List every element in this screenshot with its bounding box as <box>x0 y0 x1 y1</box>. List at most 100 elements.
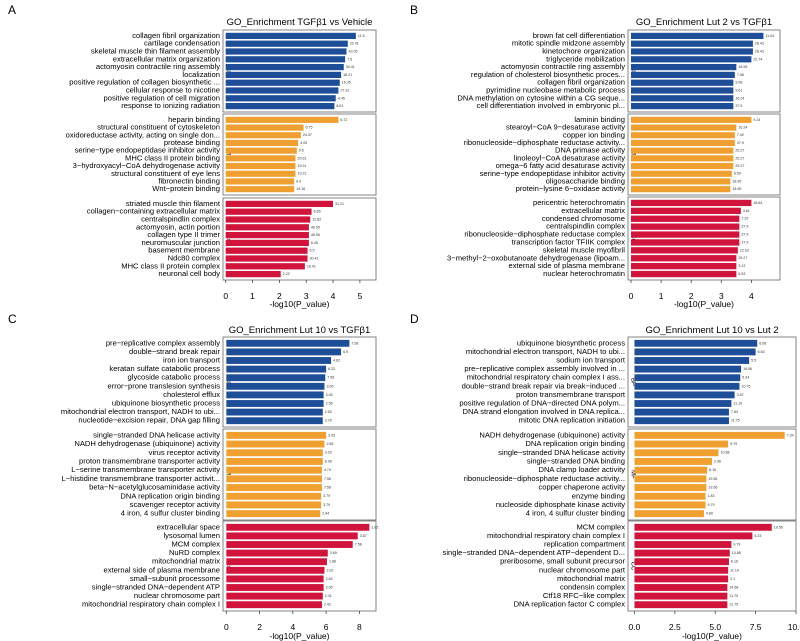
panel-c-bp-bar-note: 3.79 <box>325 419 332 423</box>
panel-d-mf-bar-note: 9.79 <box>730 442 737 446</box>
panel-d-bp-bar-note: 3.87 <box>737 393 744 397</box>
panel-a-mf-bar <box>225 186 295 193</box>
panel-c-mf-bar <box>226 475 322 483</box>
panel-a-mf-bar-note: 20.61 <box>297 156 306 160</box>
panel-c-mf-bar <box>226 466 322 474</box>
panel-d-bp-category-label: BP <box>629 378 635 386</box>
panel-b-bp-term-label: triglyceride mobilization <box>546 54 625 63</box>
panel-d-cc-bar-note: 11.19 <box>730 568 739 572</box>
panel-b-bp-bar-note: 11.04 <box>765 34 774 38</box>
panel-b-mf-bar-note: 37.9 <box>737 141 744 145</box>
panel-a-bp-bar-note: 18.21 <box>343 73 352 77</box>
panel-b-mf-term-label: stearoyl−CoA 9−desaturase activity <box>506 123 625 132</box>
panel-b-mf-group-box <box>627 113 781 196</box>
panel-a-mf-bar-note: 24.37 <box>303 133 312 137</box>
panel-a-mf-bar-note: 19.21 <box>297 164 306 168</box>
panel-a-bp-term-label: positive regulation of collagen biosynth… <box>69 78 220 87</box>
panel-a-bp-bar-note: 27.31 <box>340 88 349 92</box>
panel-a-mf-bar <box>225 162 296 170</box>
panel-b-mf-bar <box>631 147 734 154</box>
panel-a-cc-term-label: basement membrane <box>148 246 220 255</box>
panel-a-mf-bar <box>225 147 297 154</box>
panel-b-mf-bar-note: 18.95 <box>732 179 741 183</box>
panel-b-cc-bar-note: 3.61 <box>743 209 750 213</box>
panel-b-mf-bar <box>631 132 735 139</box>
panel-c-mf-bar <box>226 431 327 439</box>
panel-b-cc-term-label: skeletal muscle myofibril <box>543 245 626 254</box>
panel-a-bp-term-label: extracellular matrix organization <box>113 54 220 63</box>
panel-b-mf-bar <box>631 162 734 170</box>
panel-d-mf-term-label: NADH dehydrogenase (ubiquinone) activity <box>479 430 625 439</box>
panel-c-cc-term-label: extracellular space <box>157 522 220 531</box>
panel-b-cc-term-label: transcription factor TFIIK complex <box>512 237 626 246</box>
panel-c-bp-group-box <box>222 336 377 428</box>
panel-b-x-tick-label: 1 <box>659 291 664 301</box>
panel-d-cc-term-label: mitochondrial matrix <box>557 574 625 583</box>
panel-b-mf-bar <box>631 116 752 123</box>
panel-d-cc-bar <box>634 541 732 548</box>
panel-a-x-tick-label: 4 <box>331 291 336 301</box>
panel-c-cc-bar <box>226 532 358 540</box>
panel-c-bp-bar-note: 7.58 <box>351 341 358 345</box>
panel-d-cc-term-label: mitochondrial respiratory chain complex … <box>487 531 625 540</box>
panel-a-bp-bar <box>225 79 340 86</box>
panel-c-mf-bar-note: 3.79 <box>323 494 330 498</box>
panel-c-cc-term-label: mitochondrial matrix <box>152 557 220 566</box>
panel-b-cc-bar <box>631 239 740 246</box>
panel-c-mf-bar-note: 3.03 <box>325 451 332 455</box>
panel-b-cc-bar-note: 12.63 <box>740 248 749 252</box>
panel-a-mf-bar <box>225 139 299 147</box>
panel-a-bp-term-label: skeletal muscle thin filament assembly <box>91 47 220 56</box>
panel-b-bp-category-label: BP <box>629 67 635 75</box>
panel-d-bp-bar-note: 11.19 <box>733 401 742 405</box>
panel-a-bp-term-label: collagen fibril organization <box>132 31 220 40</box>
panel-c-mf-term-label: DNA replication origin binding <box>120 491 220 500</box>
panel-c-cc-group-box <box>222 520 377 612</box>
panel-c-mf-group-box <box>222 428 377 521</box>
panel-a-cc-term-label: actomyosin, actin portion <box>136 222 220 231</box>
panel-c-cc-bar-note: 2.41 <box>325 594 332 598</box>
panel-b-cc-bar-note: 7.29 <box>741 217 748 221</box>
panel-c-bp-term-label: iron ion transport <box>163 356 221 365</box>
panel-c-bp-bar-note: 3.05 <box>326 384 333 388</box>
panel-b-mf-bar <box>631 186 731 193</box>
panel-c-mf-bar <box>226 492 322 500</box>
panel-a-cc-bar-note: 46.55 <box>311 233 320 237</box>
panel-b-mf-term-label: ribonucleoside−diphosphate reductase act… <box>464 138 625 147</box>
panel-d-bp-bar <box>634 339 758 347</box>
panel-a-cc-term-label: centralspindlin complex <box>141 215 220 224</box>
panel-b-cc-term-label: ribonucleoside−diphosphate reductase com… <box>464 230 625 239</box>
panel-c-cc-bar <box>226 601 322 609</box>
panel-b-bp-bar <box>631 63 737 71</box>
panel-d-cc-bar-note: 2.1 <box>730 577 735 581</box>
panel-d-cc-bar <box>634 549 730 557</box>
panel-c-bp-bar-note: 3.05 <box>326 393 333 397</box>
panel-b-bp-term-label: pyrimidine nucleobase metabolic process <box>486 86 625 95</box>
panel-d-cc-bar-note: 11.75 <box>729 594 738 598</box>
panel-a-cc-term-label: neuromuscular junction <box>141 238 220 247</box>
panel-c-mf-term-label: single−stranded DNA helicase activity <box>93 430 220 439</box>
panel-a-cc-bar <box>225 255 308 262</box>
panel-b-mf-bar <box>631 155 734 162</box>
panel-a-mf-term-label: structural constituent of eye lens <box>111 169 220 178</box>
panel-d-cc-term-label: replication compartment <box>544 540 626 549</box>
panel-d-cc-group-box <box>627 520 797 612</box>
panel-b-cc-bar <box>631 270 737 278</box>
panel-b-bp-bar <box>631 56 752 63</box>
panel-b-cc-bar <box>631 223 740 230</box>
panel-d-mf-bar-note: 2.96 <box>714 459 721 463</box>
panel-c-bp-term-label: nucleotide−excision repair, DNA gap fill… <box>78 416 220 425</box>
panel-d-cc-bar <box>634 575 729 583</box>
panel-c-bp-bar <box>226 382 325 390</box>
panel-c-cc-bar <box>226 575 324 583</box>
panel-a-cc-bar <box>225 263 305 270</box>
panel-b-cc-bar-note: 3.13 <box>738 264 745 268</box>
panel-d-cc-bar <box>634 584 728 591</box>
panel-a-letter: A <box>8 3 16 17</box>
panel-b-bp-term-label: kinetochore organization <box>542 47 625 56</box>
panel-d-mf-bar <box>634 440 729 448</box>
panel-c-bp-bar-note: 6.32 <box>328 367 335 371</box>
panel-a-mf-bar <box>225 124 304 131</box>
panel-d-cc-term-label: preribosome, small subunit precursor <box>500 557 625 566</box>
panel-a-bp-bar-note: 30.41 <box>346 65 355 69</box>
